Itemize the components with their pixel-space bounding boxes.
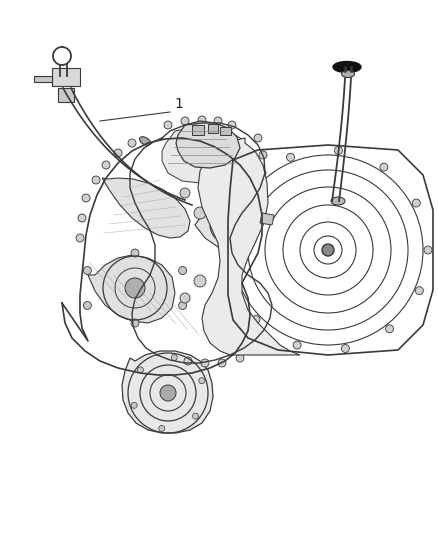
Circle shape [125, 278, 145, 298]
Circle shape [247, 182, 255, 190]
Circle shape [254, 134, 262, 142]
Circle shape [102, 161, 110, 169]
Polygon shape [88, 255, 175, 323]
Polygon shape [34, 76, 52, 82]
Circle shape [385, 325, 394, 333]
Circle shape [228, 121, 236, 129]
Circle shape [159, 425, 165, 431]
Circle shape [218, 359, 226, 367]
Circle shape [322, 244, 334, 256]
Circle shape [335, 147, 343, 155]
Circle shape [252, 316, 260, 324]
Polygon shape [122, 351, 213, 433]
Circle shape [128, 139, 136, 147]
Circle shape [259, 151, 267, 159]
Circle shape [210, 190, 220, 200]
Circle shape [193, 413, 198, 419]
Circle shape [78, 214, 86, 222]
Circle shape [83, 302, 92, 310]
Polygon shape [102, 178, 190, 238]
Circle shape [258, 169, 266, 177]
Circle shape [131, 249, 139, 257]
Circle shape [181, 117, 189, 125]
Ellipse shape [140, 137, 151, 146]
Circle shape [198, 116, 206, 124]
Circle shape [83, 266, 92, 274]
Polygon shape [176, 121, 240, 168]
Circle shape [194, 207, 206, 219]
Circle shape [179, 302, 187, 310]
Polygon shape [192, 125, 204, 135]
Circle shape [179, 266, 187, 274]
Circle shape [286, 154, 294, 161]
Circle shape [412, 199, 420, 207]
Circle shape [201, 359, 209, 367]
Ellipse shape [342, 70, 354, 77]
Circle shape [380, 163, 388, 171]
Circle shape [184, 357, 192, 365]
Circle shape [194, 275, 206, 287]
Circle shape [92, 176, 100, 184]
Polygon shape [58, 88, 74, 102]
Circle shape [341, 344, 350, 352]
Circle shape [180, 188, 190, 198]
Circle shape [131, 319, 139, 327]
Polygon shape [162, 126, 248, 183]
Circle shape [164, 121, 172, 129]
Circle shape [254, 187, 262, 195]
Circle shape [424, 246, 432, 254]
Text: 1: 1 [174, 97, 183, 111]
Circle shape [293, 341, 301, 349]
Polygon shape [198, 138, 300, 355]
Ellipse shape [331, 197, 345, 205]
Polygon shape [52, 68, 80, 86]
Circle shape [199, 378, 205, 384]
Circle shape [244, 221, 252, 229]
Circle shape [248, 204, 256, 212]
Circle shape [180, 293, 190, 303]
Circle shape [415, 287, 424, 295]
Circle shape [82, 194, 90, 202]
Circle shape [76, 234, 84, 242]
Circle shape [228, 273, 236, 281]
Polygon shape [208, 124, 218, 133]
Circle shape [214, 117, 222, 125]
Circle shape [226, 225, 234, 233]
Polygon shape [220, 127, 231, 135]
Circle shape [114, 149, 122, 157]
Polygon shape [195, 201, 260, 251]
Circle shape [236, 354, 244, 362]
Polygon shape [260, 213, 274, 225]
Circle shape [210, 293, 220, 303]
Circle shape [138, 367, 143, 373]
Circle shape [171, 354, 177, 360]
Ellipse shape [333, 61, 361, 72]
Circle shape [131, 402, 137, 408]
Circle shape [160, 385, 176, 401]
